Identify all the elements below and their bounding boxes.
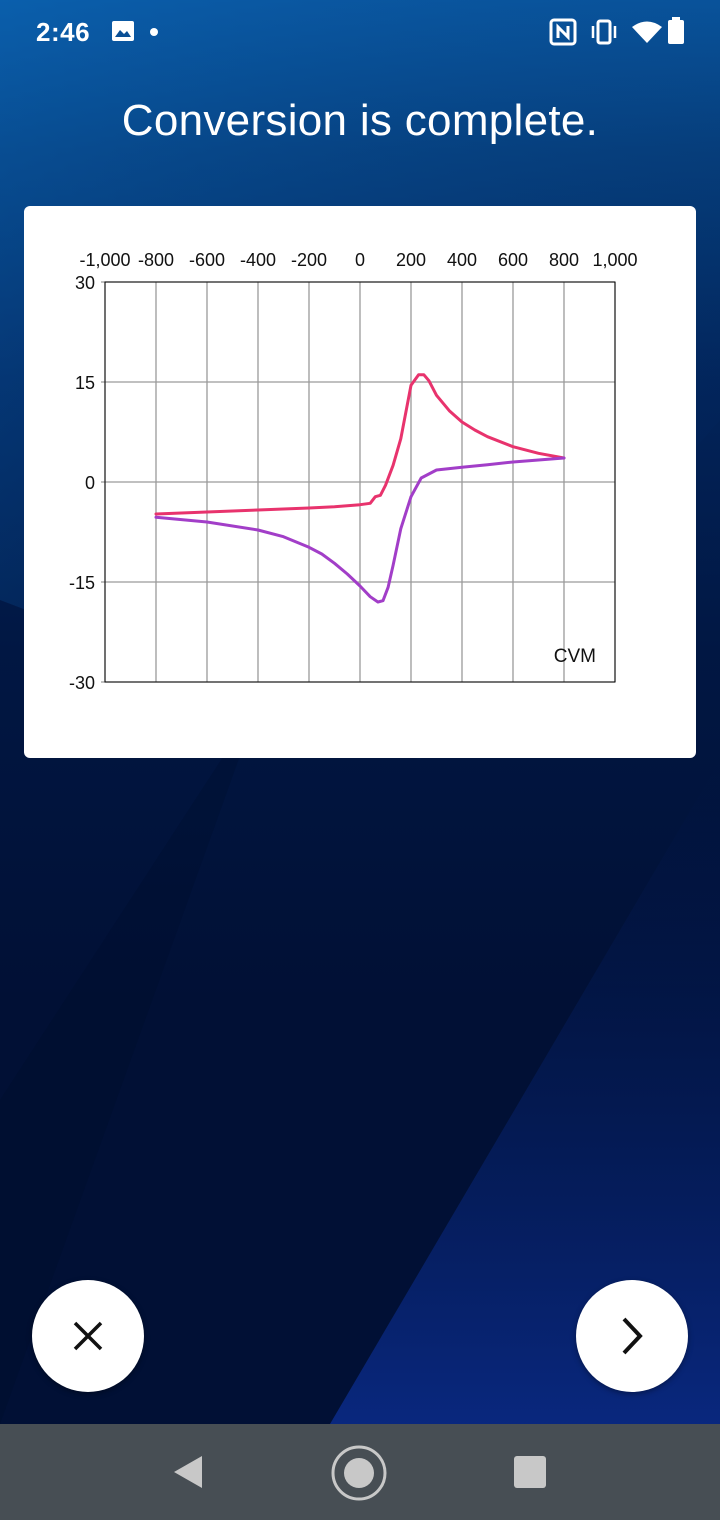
vibrate-icon xyxy=(591,19,617,45)
cv-chart: -1,000 -800 -600 -400 -200 0 200 400 600 800 1,000… xyxy=(69,250,638,693)
chart-series xyxy=(154,373,566,604)
x-tick-label: 0 xyxy=(355,250,365,270)
navigation-bar xyxy=(0,1424,720,1520)
wifi-icon xyxy=(632,21,662,43)
x-tick-label: 200 xyxy=(396,250,426,270)
y-tick-label: 30 xyxy=(75,273,95,293)
chart-grid xyxy=(101,281,616,683)
next-button[interactable] xyxy=(576,1280,688,1392)
y-tick-label: -15 xyxy=(69,573,95,593)
battery-icon xyxy=(668,17,684,44)
x-tick-label: -400 xyxy=(240,250,276,270)
series-line-1 xyxy=(154,373,566,516)
x-tick-label: 600 xyxy=(498,250,528,270)
x-tick-label: -800 xyxy=(138,250,174,270)
dot-icon xyxy=(150,28,158,36)
chart-card: -1,000 -800 -600 -400 -200 0 200 400 600 800 1,000… xyxy=(24,206,696,758)
x-tick-label: 400 xyxy=(447,250,477,270)
y-tick-label: -30 xyxy=(69,673,95,693)
page-title: Conversion is complete. xyxy=(121,96,599,145)
x-tick-label: -1,000 xyxy=(79,250,130,270)
image-icon xyxy=(112,21,134,41)
cancel-button[interactable] xyxy=(32,1280,144,1392)
y-tick-label: 15 xyxy=(75,373,95,393)
status-bar: 2:46 xyxy=(0,0,720,64)
recents-icon[interactable] xyxy=(513,1455,547,1489)
x-tick-label: 1,000 xyxy=(592,250,637,270)
chart-annotation: CVM xyxy=(554,646,596,667)
y-tick-label: 0 xyxy=(85,473,95,493)
chevron-right-icon xyxy=(622,1317,643,1355)
back-icon[interactable] xyxy=(170,1454,206,1490)
series-line-2 xyxy=(154,456,566,604)
close-icon xyxy=(73,1321,103,1351)
nfc-icon xyxy=(549,18,577,46)
plot-frame xyxy=(104,281,616,683)
x-tick-label: 800 xyxy=(549,250,579,270)
x-tick-label: -200 xyxy=(291,250,327,270)
status-time: 2:46 xyxy=(36,17,91,47)
home-icon[interactable] xyxy=(330,1444,388,1502)
y-tick-labels: 30 15 0 -15 -30 xyxy=(69,273,95,693)
x-tick-label: -600 xyxy=(189,250,225,270)
x-tick-labels: -1,000 -800 -600 -400 -200 0 200 400 600 800 1,000 xyxy=(79,250,637,270)
